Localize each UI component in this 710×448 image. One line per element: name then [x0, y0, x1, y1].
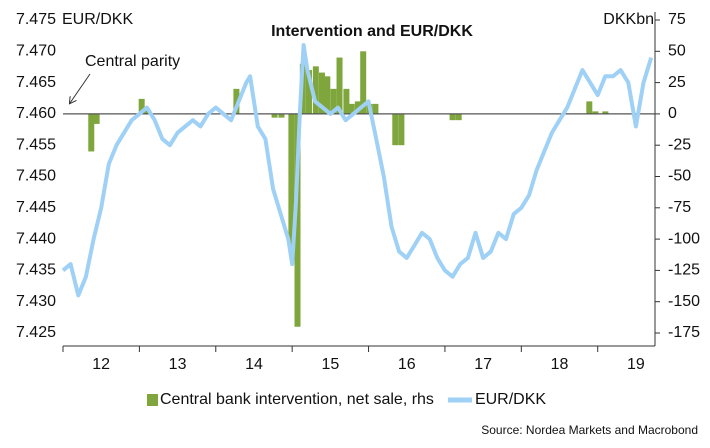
legend: Central bank intervention, net sale, rhs…	[147, 391, 546, 408]
bar	[138, 98, 145, 114]
x-tick-label: 16	[398, 356, 416, 373]
bar	[343, 88, 350, 114]
y-tick-label: 7.470	[16, 43, 56, 60]
legend-label: EUR/DKK	[475, 391, 546, 408]
y-tick-label: 7.435	[16, 262, 56, 279]
bar	[88, 113, 95, 152]
y2-tick-label: -75	[668, 199, 691, 216]
bar	[324, 76, 331, 114]
x-tick-label: 17	[474, 356, 492, 373]
annotation: Central parity	[85, 53, 180, 70]
x-tick-label: 13	[169, 356, 187, 373]
legend-label: Central bank intervention, net sale, rhs	[160, 391, 434, 408]
y-tick-label: 7.430	[16, 293, 56, 310]
bar	[336, 57, 343, 114]
bar	[288, 113, 295, 252]
x-tick-label: 12	[92, 356, 110, 373]
x-tick-label: 14	[245, 356, 263, 373]
bar	[278, 113, 285, 118]
bar	[360, 51, 367, 114]
y-tick-label: 7.445	[16, 199, 56, 216]
y-tick-label: 7.425	[16, 324, 56, 341]
bar	[312, 66, 319, 114]
bar	[271, 113, 278, 118]
line	[61, 43, 654, 298]
bar	[602, 111, 609, 114]
bar	[305, 70, 312, 114]
legend-swatch	[147, 394, 158, 406]
source: Source: Nordea Markets and Macrobond	[481, 423, 698, 437]
bar	[372, 103, 379, 114]
bar	[398, 113, 405, 146]
y-tick-label: 7.440	[16, 230, 56, 247]
bar	[455, 113, 462, 121]
bar	[586, 101, 593, 114]
y-axis-label: EUR/DKK	[62, 11, 133, 28]
y-tick-label: 7.475	[16, 11, 56, 28]
bar	[93, 113, 100, 124]
y2-axis-label: DKKbn	[603, 11, 654, 28]
x-tick-label: 15	[321, 356, 339, 373]
bar	[294, 113, 301, 327]
bar	[592, 111, 599, 114]
y2-tick-label: -125	[668, 262, 700, 279]
bar	[449, 113, 456, 121]
bar	[330, 88, 337, 114]
x-tick-label: 19	[627, 356, 645, 373]
bar	[233, 88, 240, 114]
chart-title: Intervention and EUR/DKK	[271, 23, 473, 40]
y2-tick-label: 25	[668, 74, 686, 91]
y2-tick-label: -150	[668, 293, 700, 310]
y-tick-label: 7.465	[16, 74, 56, 91]
y2-tick-label: 0	[668, 105, 677, 122]
x-tick-label: 18	[551, 356, 569, 373]
annotation-arrow	[70, 73, 91, 103]
y2-tick-label: -25	[668, 136, 691, 153]
y2-tick-label: -50	[668, 168, 691, 185]
y2-tick-label: 75	[668, 11, 686, 28]
bar	[348, 103, 355, 114]
bar	[318, 72, 325, 114]
y2-tick-label: -175	[668, 324, 700, 341]
y-tick-label: 7.460	[16, 105, 56, 122]
y2-tick-label: -100	[668, 230, 700, 247]
bar	[392, 113, 399, 146]
y-tick-label: 7.455	[16, 136, 56, 153]
y2-tick-label: 50	[668, 43, 686, 60]
y-tick-label: 7.450	[16, 168, 56, 185]
